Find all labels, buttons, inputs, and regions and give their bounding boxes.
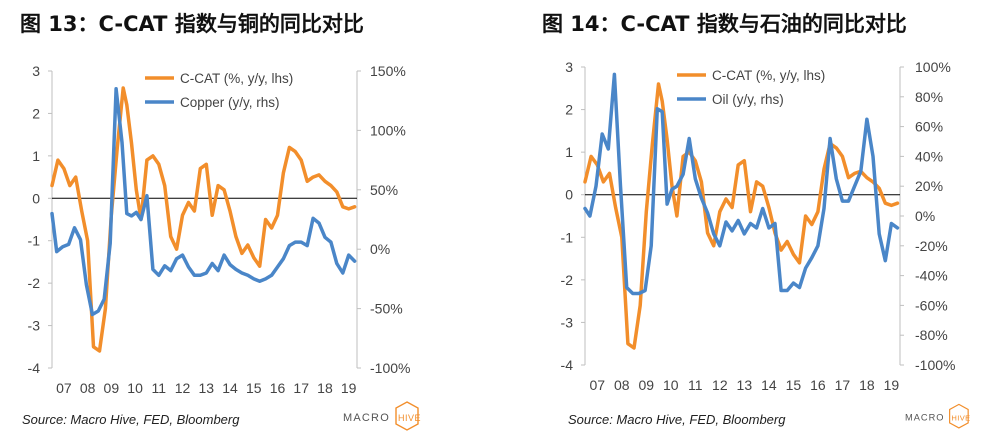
left-tick-label: 0 (565, 187, 573, 203)
right-tick-label: 150% (370, 63, 406, 79)
x-tick-label: 17 (835, 377, 851, 393)
figure-13-title: 图 13：C-CAT 指数与铜的同比对比 (20, 12, 364, 36)
x-tick-label: 09 (104, 380, 120, 396)
left-tick-label: -3 (561, 314, 574, 330)
left-tick-label: 1 (32, 148, 40, 164)
left-tick-label: -3 (28, 318, 41, 334)
x-tick-label: 18 (317, 380, 333, 396)
x-tick-label: 07 (589, 377, 605, 393)
figure-14-title: 图 14：C-CAT 指数与石油的同比对比 (542, 12, 907, 36)
left-tick-label: -2 (28, 275, 41, 291)
x-tick-label: 16 (270, 380, 286, 396)
x-tick-label: 12 (175, 380, 191, 396)
right-tick-label: -80% (915, 327, 948, 343)
left-tick-label: 3 (32, 63, 40, 79)
ccat-series-line (583, 82, 900, 350)
x-tick-label: 16 (810, 377, 826, 393)
right-tick-label: 20% (915, 178, 943, 194)
figure-13-source: Source: Macro Hive, FED, Bloomberg (22, 412, 240, 427)
x-tick-label: 15 (786, 377, 802, 393)
x-tick-label: 10 (663, 377, 679, 393)
x-tick-label: 11 (688, 377, 703, 393)
macrohive-logo-icon: MACRO HIVE (343, 401, 421, 431)
svg-text:HIVE: HIVE (398, 413, 421, 423)
right-tick-label: 100% (370, 122, 406, 138)
left-tick-label: -1 (28, 233, 41, 249)
right-tick-label: 0% (370, 241, 390, 257)
x-tick-label: 09 (638, 377, 654, 393)
x-tick-label: 07 (56, 380, 72, 396)
x-tick-label: 18 (859, 377, 875, 393)
left-tick-label: -2 (561, 272, 574, 288)
x-tick-label: 11 (152, 380, 167, 396)
right-tick-label: 60% (915, 119, 943, 135)
left-tick-label: -4 (28, 360, 41, 376)
figure-14-source: Source: Macro Hive, FED, Bloomberg (568, 412, 786, 427)
right-tick-label: 40% (915, 148, 943, 164)
x-tick-label: 14 (761, 377, 777, 393)
right-tick-label: -100% (370, 360, 410, 376)
figure-14-panel: 图 14：C-CAT 指数与石油的同比对比 (492, 0, 984, 445)
legend-label: Copper (y/y, rhs) (180, 95, 280, 110)
left-tick-label: -4 (561, 357, 574, 373)
left-tick-label: -1 (561, 229, 574, 245)
logo-text-a: MACRO (343, 412, 390, 424)
legend-label: C-CAT (%, y/y, lhs) (180, 71, 293, 86)
x-tick-label: 08 (614, 377, 630, 393)
right-tick-label: -50% (370, 301, 403, 317)
right-tick-label: -20% (915, 238, 948, 254)
right-tick-label: -100% (915, 357, 955, 373)
figure-13-panel: 图 13：C-CAT 指数与铜的同比对比 Source: Macro Hive,… (20, 12, 364, 427)
right-tick-label: 50% (370, 182, 398, 198)
commodity-series-line (583, 72, 900, 296)
x-tick-label: 15 (246, 380, 262, 396)
legend-label: C-CAT (%, y/y, lhs) (712, 68, 825, 83)
x-tick-label: 08 (80, 380, 96, 396)
x-tick-label: 13 (198, 380, 214, 396)
right-tick-label: -40% (915, 268, 948, 284)
x-tick-label: 10 (127, 380, 143, 396)
x-tick-label: 12 (712, 377, 728, 393)
macrohive-logo-icon: MACRO HIVE (905, 403, 970, 429)
legend-label: Oil (y/y, rhs) (712, 92, 784, 107)
commodity-series-line (50, 87, 357, 317)
x-tick-label: 17 (293, 380, 309, 396)
right-tick-label: 100% (915, 59, 951, 75)
left-tick-label: 1 (565, 144, 573, 160)
svg-text:HIVE: HIVE (951, 413, 970, 422)
x-tick-label: 19 (884, 377, 900, 393)
x-tick-label: 14 (222, 380, 238, 396)
right-tick-label: 0% (915, 208, 935, 224)
x-tick-label: 19 (341, 380, 357, 396)
ccat-series-line (50, 86, 357, 353)
logo-text-b: MACRO (905, 412, 944, 422)
left-tick-label: 0 (32, 190, 40, 206)
left-tick-label: 2 (32, 105, 40, 121)
x-tick-label: 13 (737, 377, 753, 393)
right-tick-label: 80% (915, 89, 943, 105)
left-tick-label: 2 (565, 102, 573, 118)
right-tick-label: -60% (915, 297, 948, 313)
left-tick-label: 3 (565, 59, 573, 75)
